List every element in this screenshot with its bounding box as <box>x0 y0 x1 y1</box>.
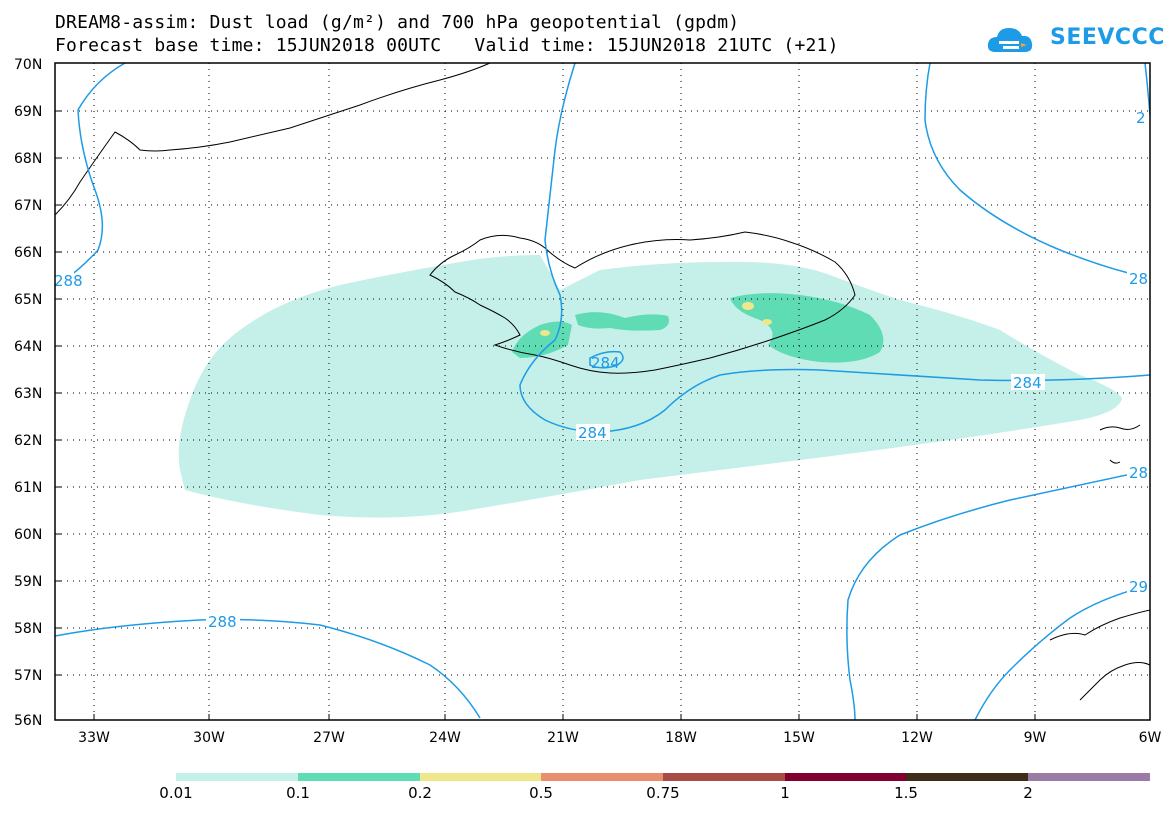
lat-label: 56N <box>14 713 42 729</box>
lon-label: 21W <box>547 730 579 746</box>
faroe-coast <box>1099 424 1141 464</box>
lon-label: 24W <box>429 730 461 746</box>
lon-label: 6W <box>1139 730 1162 746</box>
colorbar-swatch <box>298 773 420 781</box>
colorbar-label: 0.75 <box>646 784 680 802</box>
colorbar-label: 0.2 <box>408 784 432 802</box>
axis-ticks <box>55 110 1036 720</box>
contour-29-east <box>974 584 1151 721</box>
lat-label: 64N <box>14 339 42 355</box>
lat-label: 63N <box>14 386 42 402</box>
lat-label: 70N <box>14 57 42 73</box>
colorbar-swatch <box>785 773 906 781</box>
lat-label: 59N <box>14 574 42 590</box>
contour-284-small <box>589 350 624 369</box>
map-grid <box>55 63 1150 720</box>
dust-load-area-0.2-b <box>762 319 772 325</box>
contour-label-288-bottom: 288 <box>208 613 237 631</box>
lon-label: 18W <box>665 730 697 746</box>
contour-288-south <box>54 618 481 719</box>
map-frame <box>54 62 1151 721</box>
dust-load-area-0.2-c <box>540 330 550 336</box>
lon-label: 12W <box>901 730 933 746</box>
dust-load-area-0.1-east <box>730 293 884 363</box>
colorbar-swatch <box>663 773 785 781</box>
dust-load-area-0.01 <box>178 255 1122 518</box>
lon-label: 27W <box>313 730 345 746</box>
lon-label: 9W <box>1024 730 1047 746</box>
lat-label: 58N <box>14 621 42 637</box>
contour-label-284-right: 284 <box>1013 374 1042 392</box>
colorbar-label: 0.01 <box>159 784 193 802</box>
scotland-coast <box>1049 609 1151 701</box>
colorbar-label: 0.5 <box>529 784 553 802</box>
dust-load-area-0.1-center <box>575 312 669 331</box>
lon-label: 30W <box>193 730 225 746</box>
contour-label-284-center: 284 <box>578 424 607 442</box>
colorbar-swatch <box>541 773 663 781</box>
colorbar-label: 0.1 <box>286 784 310 802</box>
lat-label: 69N <box>14 104 42 120</box>
contour-label-29: 29 <box>1129 578 1148 596</box>
contour-label-284-small: 284 <box>591 354 620 372</box>
lat-label: 62N <box>14 433 42 449</box>
colorbar-label: 2 <box>1023 784 1033 802</box>
lat-label: 68N <box>14 151 42 167</box>
lat-label: 65N <box>14 292 42 308</box>
contour-label-28-mid: 28 <box>1129 464 1148 482</box>
contour-28-east-top <box>924 62 1151 279</box>
lon-label: 15W <box>783 730 815 746</box>
contour-288-west <box>59 62 126 284</box>
cloud-logo-icon <box>987 28 1033 52</box>
contour-28-east-mid <box>846 469 1151 721</box>
colorbar-swatch <box>420 773 541 781</box>
lat-label: 66N <box>14 245 42 261</box>
contour-label-288-left: 288 <box>54 272 83 290</box>
lat-label: 57N <box>14 668 42 684</box>
colorbar-swatch <box>906 773 1028 781</box>
lat-label: 67N <box>14 198 42 214</box>
lat-label: 61N <box>14 480 42 496</box>
colorbar-label: 1 <box>780 784 790 802</box>
title-line-2: Forecast base time: 15JUN2018 00UTC Vali… <box>55 35 839 56</box>
lon-label: 33W <box>78 730 110 746</box>
colorbar-label: 1.5 <box>894 784 918 802</box>
lat-label: 60N <box>14 527 42 543</box>
logo-text: SEEVCCC <box>1050 25 1165 50</box>
greenland-coast <box>54 62 491 216</box>
coastlines <box>54 62 1151 701</box>
contour-label-28-top: 28 <box>1129 270 1148 288</box>
colorbar-swatch <box>176 773 298 781</box>
colorbar-swatch <box>1028 773 1150 781</box>
title-line-1: DREAM8-assim: Dust load (g/m²) and 700 h… <box>55 12 740 33</box>
dust-load-area-0.1-west <box>512 321 572 358</box>
dust-load-area-0.2-a <box>742 302 754 310</box>
contour-label-2: 2 <box>1136 109 1146 127</box>
iceland-coast <box>429 231 856 374</box>
